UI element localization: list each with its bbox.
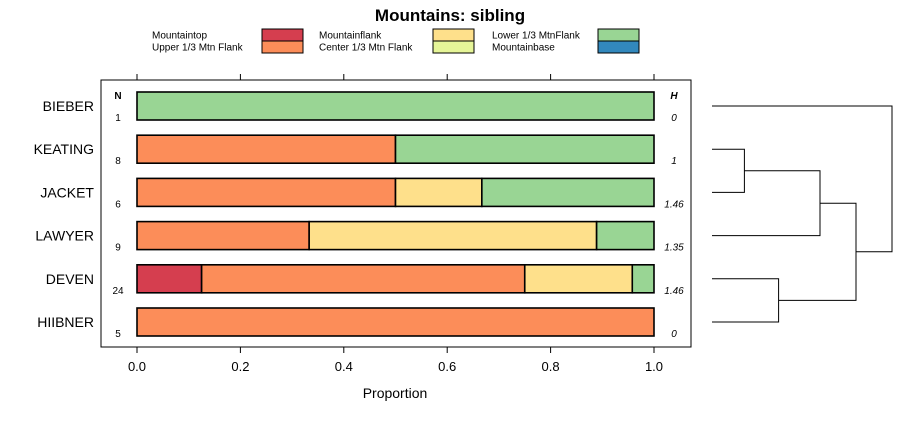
row-labels: BIEBER 1 0 KEATING 8 1 JACKET 6 1.46 LAWYER 9 1.35 D… xyxy=(34,98,685,340)
n-value-lawyer: 9 xyxy=(115,243,121,254)
h-value-hiibner: 0 xyxy=(671,329,677,340)
legend-label-center-1-3-mtn-flank: Center 1/3 Mtn Flank xyxy=(319,43,413,54)
h-value-bieber: 0 xyxy=(671,113,677,124)
legend-swatch-lower-1-3-mtnflank xyxy=(597,28,640,42)
dendrogram-branch xyxy=(712,148,745,193)
bar-segment-keating-upper-1-3-mtn-flank xyxy=(136,134,397,164)
x-axis-label: Proportion xyxy=(363,385,428,401)
n-value-jacket: 6 xyxy=(115,199,121,210)
bar-segment-lawyer-lower-1-3-mtnflank xyxy=(595,220,655,251)
n-header: N xyxy=(114,91,121,102)
n-value-hiibner: 5 xyxy=(115,329,121,340)
row-label-hiibner: HIIBNER xyxy=(37,314,94,330)
legend-swatch-mountaintop xyxy=(261,28,304,42)
n-value-bieber: 1 xyxy=(115,113,121,124)
h-value-deven: 1.46 xyxy=(664,286,684,297)
x-tick-label: 0.0 xyxy=(128,359,146,374)
dendrogram-branch xyxy=(712,105,893,253)
bar-segment-deven-mountainflank xyxy=(523,263,634,294)
h-value-jacket: 1.46 xyxy=(664,199,684,210)
bar-segment-bieber-lower-1-3-mtnflank xyxy=(136,91,655,121)
dendrogram-branch xyxy=(778,202,857,301)
dendrogram-branch xyxy=(712,170,821,237)
h-value-lawyer: 1.35 xyxy=(664,243,684,254)
legend-label-upper-1-3-mtn-flank: Upper 1/3 Mtn Flank xyxy=(152,43,244,54)
bar-segment-lawyer-mountainflank xyxy=(308,220,598,251)
plot-frame xyxy=(100,79,692,348)
row-label-deven: DEVEN xyxy=(46,271,94,287)
n-value-deven: 24 xyxy=(112,286,124,297)
bar-segment-keating-lower-1-3-mtnflank xyxy=(394,134,655,164)
x-tick-label: 0.4 xyxy=(335,359,353,374)
legend-swatch-mountainbase xyxy=(597,40,640,54)
x-tick-label: 0.6 xyxy=(438,359,456,374)
bar-segment-jacket-upper-1-3-mtn-flank xyxy=(136,177,397,208)
legend-swatch-mountainflank xyxy=(432,28,475,42)
h-header: H xyxy=(670,91,678,102)
bar-segment-jacket-lower-1-3-mtnflank xyxy=(481,177,655,208)
x-tick-label: 0.2 xyxy=(231,359,249,374)
n-value-keating: 8 xyxy=(115,156,121,167)
row-label-keating: KEATING xyxy=(34,141,94,157)
x-tick-label: 1.0 xyxy=(645,359,663,374)
chart-title: Mountains: sibling xyxy=(375,6,525,25)
bar-segment-hiibner-upper-1-3-mtn-flank xyxy=(136,307,655,337)
x-tick-label: 0.8 xyxy=(542,359,560,374)
legend-label-lower-1-3-mtnflank: Lower 1/3 MtnFlank xyxy=(492,31,581,42)
x-axis: 0.0 0.2 0.4 0.6 0.8 1.0 xyxy=(128,74,663,374)
legend-swatch-upper-1-3-mtn-flank xyxy=(261,40,304,54)
legend-label-mountaintop: Mountaintop xyxy=(152,31,207,42)
dendrogram-branch xyxy=(712,278,780,323)
row-label-lawyer: LAWYER xyxy=(35,228,94,244)
bar-segment-deven-lower-1-3-mtnflank xyxy=(631,263,655,294)
legend-label-mountainbase: Mountainbase xyxy=(492,43,555,54)
bar-segment-jacket-mountainflank xyxy=(394,177,483,208)
bars xyxy=(136,91,655,337)
bar-segment-deven-upper-1-3-mtn-flank xyxy=(200,263,526,294)
dendrogram xyxy=(712,105,893,323)
bar-segment-lawyer-upper-1-3-mtn-flank xyxy=(136,220,310,251)
legend-swatch-center-1-3-mtn-flank xyxy=(432,40,475,54)
h-value-keating: 1 xyxy=(671,156,677,167)
legend-label-mountainflank: Mountainflank xyxy=(319,31,382,42)
row-label-jacket: JACKET xyxy=(40,184,94,200)
row-label-bieber: BIEBER xyxy=(43,98,94,114)
bar-segment-deven-mountaintop xyxy=(136,263,203,294)
